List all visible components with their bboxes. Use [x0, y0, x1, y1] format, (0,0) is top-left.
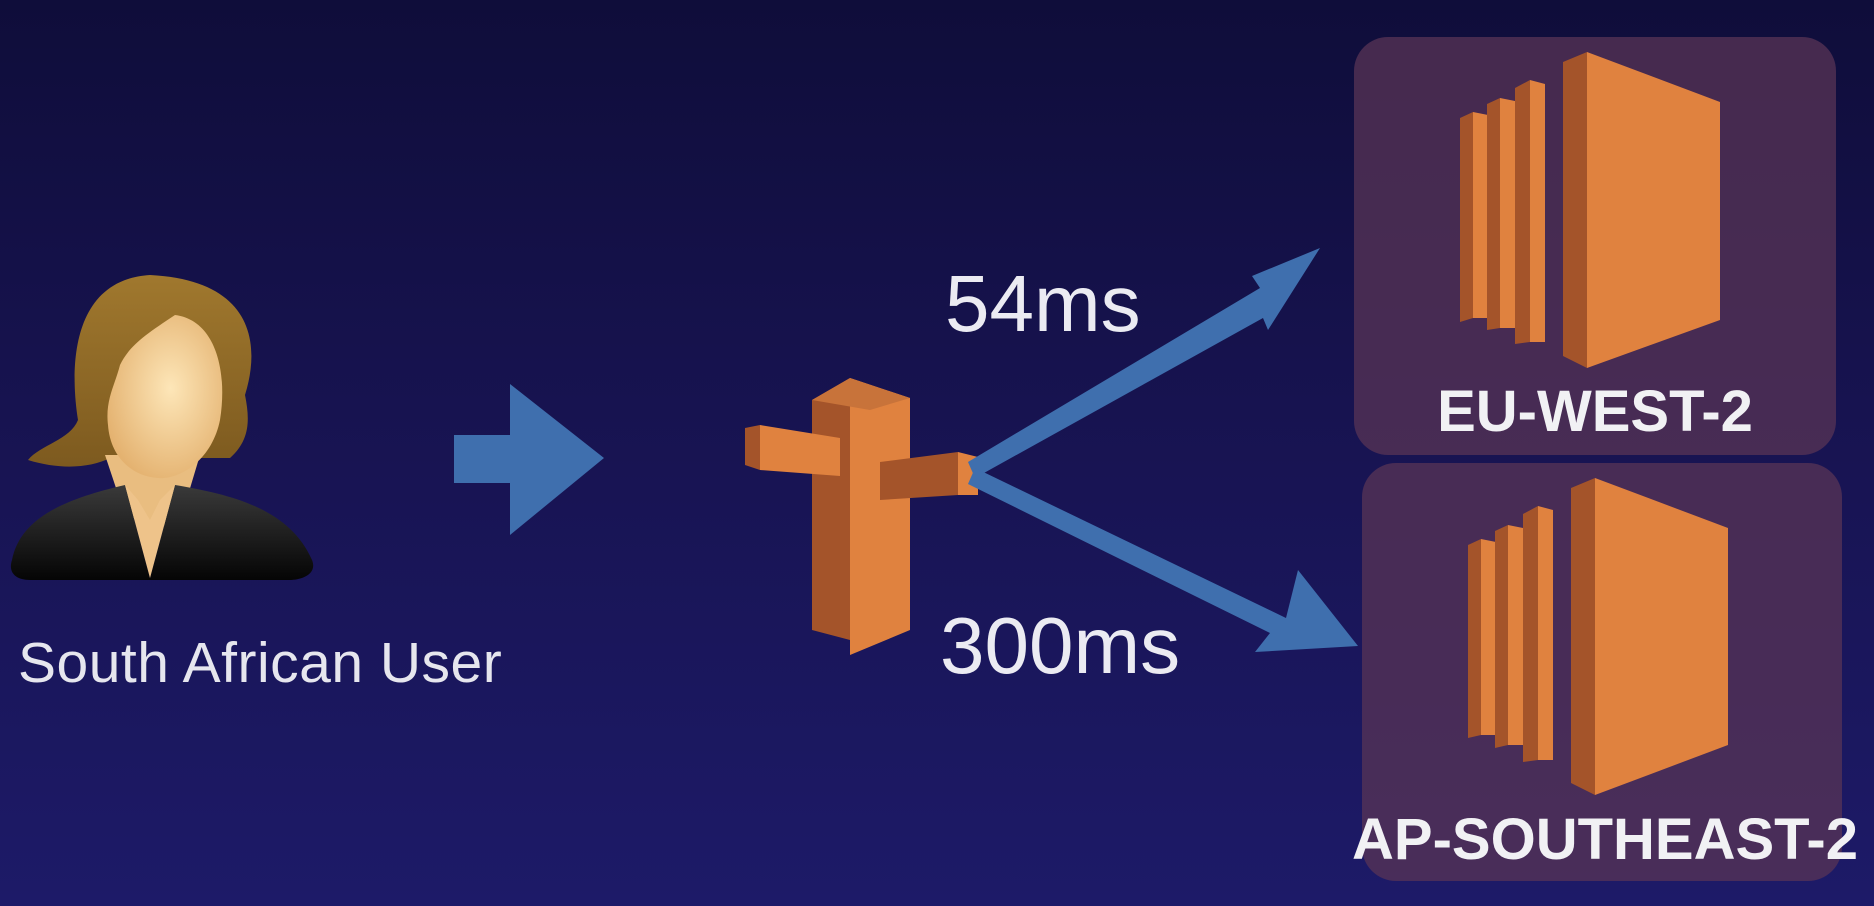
- ec2-instance-icon: [1460, 52, 1720, 368]
- user-avatar-icon: [10, 275, 314, 580]
- latency-eu-label: 54ms: [945, 259, 1141, 348]
- region-label-eu-west-2: EU-WEST-2: [1437, 379, 1753, 444]
- input-arrow-icon: [454, 384, 604, 535]
- latency-ap-label: 300ms: [940, 601, 1181, 690]
- region-label-ap-southeast-2: AP-SOUTHEAST-2: [1352, 807, 1858, 872]
- route-arrow-ap: [968, 468, 1358, 652]
- ec2-instance-icon: [1468, 478, 1728, 795]
- user-label: South African User: [18, 631, 503, 695]
- route-arrow-eu: [968, 248, 1320, 478]
- route53-signpost-icon: [745, 378, 978, 655]
